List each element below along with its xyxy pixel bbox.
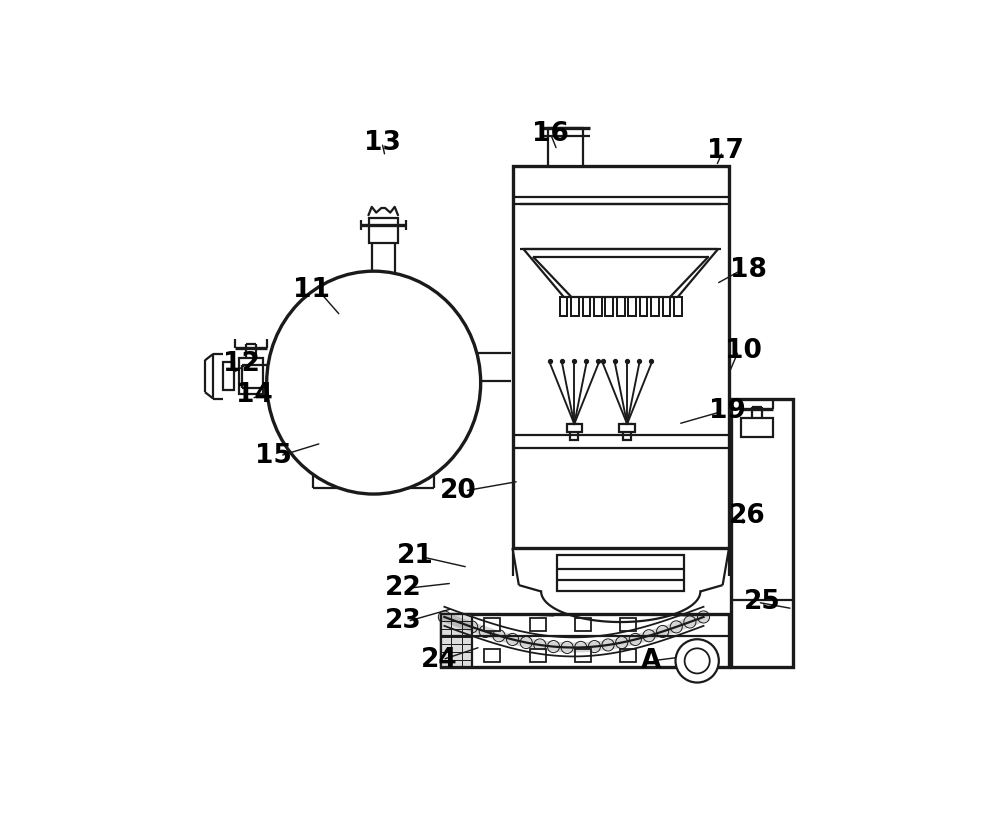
Bar	[617, 297, 625, 316]
Bar	[239, 358, 263, 394]
Text: 19: 19	[709, 399, 746, 424]
Bar	[441, 614, 472, 667]
Bar	[651, 297, 659, 316]
Text: 11: 11	[293, 277, 330, 304]
Bar	[313, 452, 434, 471]
Text: 16: 16	[532, 122, 569, 147]
Bar	[548, 128, 583, 166]
Bar	[557, 555, 684, 591]
Text: 21: 21	[397, 543, 434, 570]
Bar	[570, 424, 578, 440]
Text: 13: 13	[364, 130, 400, 155]
Text: 24: 24	[421, 647, 458, 672]
Bar	[560, 297, 567, 316]
Bar	[530, 619, 546, 631]
Bar	[567, 424, 582, 432]
Bar	[441, 614, 729, 667]
Text: 26: 26	[728, 504, 765, 529]
Circle shape	[685, 648, 710, 673]
Bar	[575, 649, 591, 662]
Bar	[623, 424, 631, 440]
Bar	[619, 424, 635, 432]
Bar	[741, 418, 773, 437]
Bar	[583, 297, 590, 316]
Text: 20: 20	[440, 478, 477, 504]
Bar	[530, 649, 546, 662]
Bar	[594, 297, 602, 316]
Text: 18: 18	[730, 257, 767, 283]
Bar	[369, 218, 398, 242]
Text: 15: 15	[255, 442, 292, 469]
Bar	[571, 297, 579, 316]
Circle shape	[676, 639, 719, 682]
Bar	[575, 619, 591, 631]
Text: A: A	[641, 648, 662, 674]
Bar	[512, 166, 729, 548]
Bar	[605, 297, 613, 316]
Text: 22: 22	[385, 576, 421, 601]
Text: 10: 10	[725, 337, 761, 364]
Bar	[628, 297, 636, 316]
Bar	[663, 297, 670, 316]
Text: 23: 23	[385, 609, 421, 634]
Bar	[640, 297, 647, 316]
Bar	[484, 649, 500, 662]
Text: 25: 25	[744, 590, 780, 615]
Ellipse shape	[267, 271, 481, 494]
Bar	[731, 399, 793, 667]
Bar	[620, 619, 636, 631]
Bar	[620, 649, 636, 662]
Text: 14: 14	[236, 382, 273, 409]
Bar	[223, 362, 234, 390]
Text: 12: 12	[223, 351, 260, 376]
Text: 17: 17	[707, 138, 744, 165]
Bar	[674, 297, 682, 316]
Bar	[484, 619, 500, 631]
